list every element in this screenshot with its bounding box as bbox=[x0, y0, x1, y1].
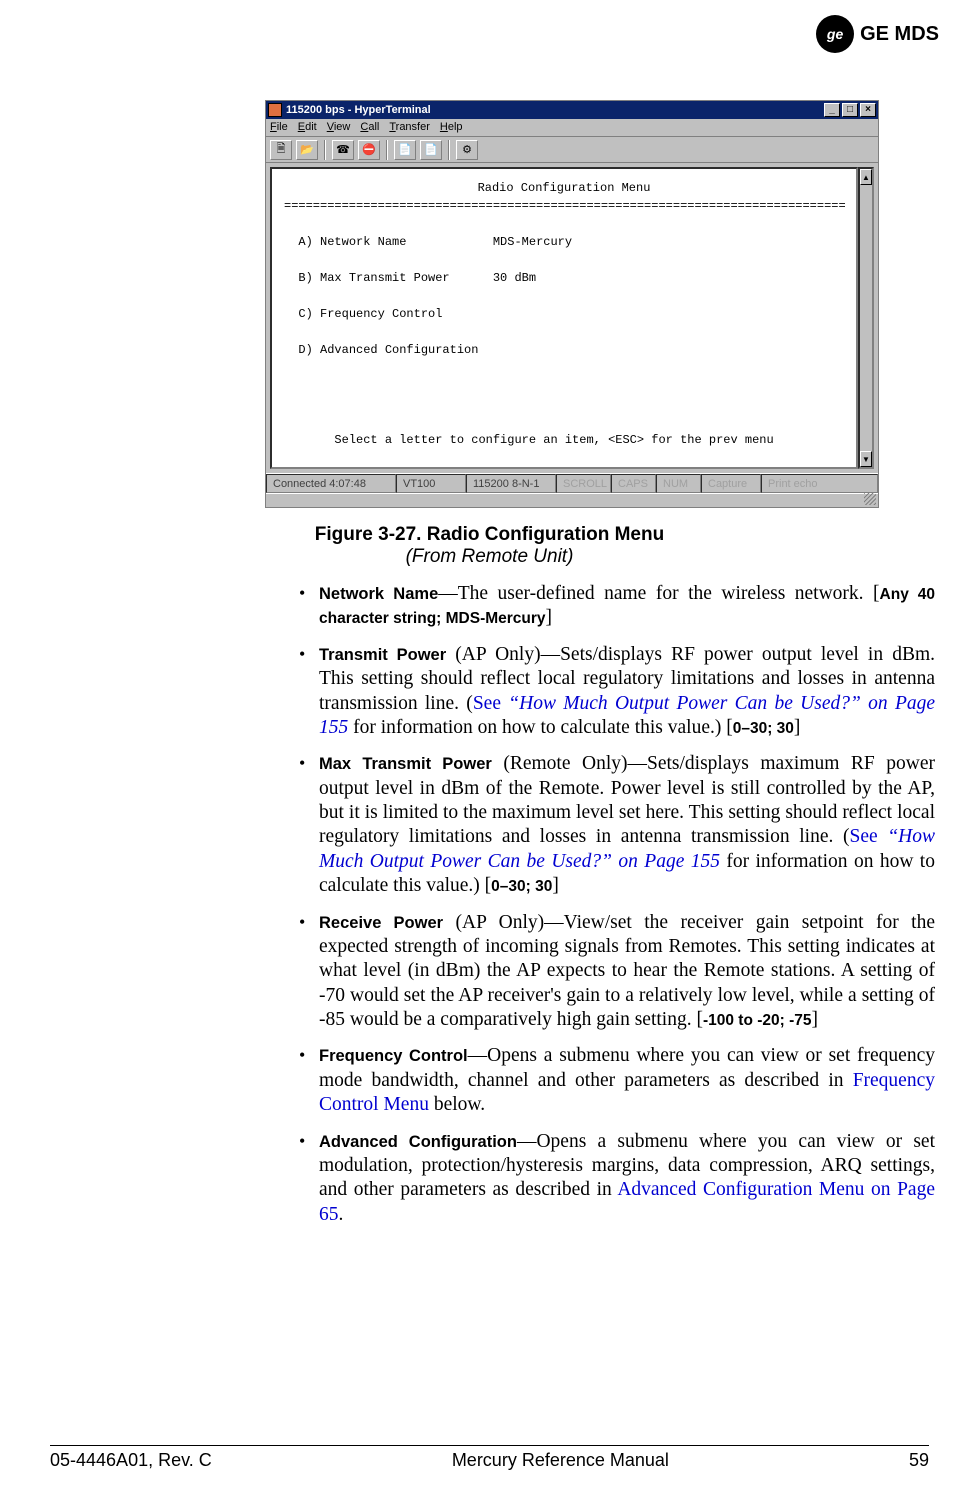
tool-connect-icon[interactable]: ☎ bbox=[332, 140, 354, 160]
tool-new-icon[interactable]: 🗎 bbox=[270, 140, 292, 160]
bullet-transmit-power: Transmit Power (AP Only)—Sets/displays R… bbox=[295, 643, 935, 741]
menubar[interactable]: File Edit View Call Transfer Help bbox=[266, 119, 878, 137]
menu-call[interactable]: Call bbox=[360, 121, 379, 134]
tool-disconnect-icon[interactable]: ⛔ bbox=[358, 140, 380, 160]
status-capture: Capture bbox=[701, 474, 761, 493]
status-port: 115200 8-N-1 bbox=[466, 474, 556, 493]
link-power-ref-2[interactable]: See bbox=[850, 826, 888, 847]
status-scroll: SCROLL bbox=[556, 474, 611, 493]
close-button[interactable]: × bbox=[860, 103, 876, 117]
page-footer: 05-4446A01, Rev. C Mercury Reference Man… bbox=[50, 1445, 929, 1471]
footer-doc-id: 05-4446A01, Rev. C bbox=[50, 1450, 212, 1471]
maximize-button[interactable]: □ bbox=[842, 103, 858, 117]
hyperterminal-window: 115200 bps - HyperTerminal _ □ × File Ed… bbox=[265, 100, 879, 508]
footer-title: Mercury Reference Manual bbox=[452, 1450, 669, 1471]
status-connected: Connected 4:07:48 bbox=[266, 474, 396, 493]
tool-open-icon[interactable]: 📂 bbox=[296, 140, 318, 160]
scroll-up-icon[interactable]: ▲ bbox=[860, 169, 872, 185]
minimize-button[interactable]: _ bbox=[824, 103, 840, 117]
figure-subtitle: (From Remote Unit) bbox=[50, 546, 929, 568]
menu-transfer[interactable]: Transfer bbox=[389, 121, 430, 134]
menu-file[interactable]: File bbox=[270, 121, 288, 134]
tool-props-icon[interactable]: ⚙ bbox=[456, 140, 478, 160]
footer-page-num: 59 bbox=[909, 1450, 929, 1471]
terminal-output[interactable]: Radio Configuration Menu================… bbox=[270, 167, 858, 469]
bullet-network-name: Network Name—The user-defined name for t… bbox=[295, 582, 935, 631]
tool-receive-icon[interactable]: 📄 bbox=[420, 140, 442, 160]
resize-grip[interactable] bbox=[266, 493, 878, 507]
bullet-receive-power: Receive Power (AP Only)—View/set the rec… bbox=[295, 911, 935, 1033]
menu-edit[interactable]: Edit bbox=[298, 121, 317, 134]
bullet-max-transmit-power: Max Transmit Power (Remote Only)—Sets/di… bbox=[295, 752, 935, 898]
link-power-ref-1[interactable]: See bbox=[473, 693, 508, 714]
figure-number: Figure 3-27. Radio Configuration Menu bbox=[50, 524, 929, 546]
titlebar[interactable]: 115200 bps - HyperTerminal _ □ × bbox=[266, 101, 878, 119]
window-title: 115200 bps - HyperTerminal bbox=[286, 104, 824, 116]
ge-meatball-icon: ge bbox=[816, 15, 854, 53]
status-caps: CAPS bbox=[611, 474, 656, 493]
menu-view[interactable]: View bbox=[327, 121, 351, 134]
status-echo: Print echo bbox=[761, 474, 878, 493]
brand-text: GE MDS bbox=[860, 23, 939, 46]
app-icon bbox=[268, 103, 282, 117]
statusbar: Connected 4:07:48 VT100 115200 8-N-1 SCR… bbox=[266, 473, 878, 493]
bullet-advanced-config: Advanced Configuration—Opens a submenu w… bbox=[295, 1130, 935, 1228]
scroll-down-icon[interactable]: ▼ bbox=[860, 451, 872, 467]
status-num: NUM bbox=[656, 474, 701, 493]
vertical-scrollbar[interactable]: ▲ ▼ bbox=[858, 167, 874, 469]
body-text: Network Name—The user-defined name for t… bbox=[295, 582, 935, 1227]
tool-send-icon[interactable]: 📄 bbox=[394, 140, 416, 160]
figure-caption: Figure 3-27. Radio Configuration Menu (F… bbox=[50, 524, 929, 568]
toolbar: 🗎 📂 ☎ ⛔ 📄 📄 ⚙ bbox=[266, 137, 878, 163]
brand-logo: ge GE MDS bbox=[816, 15, 939, 53]
status-emulation: VT100 bbox=[396, 474, 466, 493]
menu-help[interactable]: Help bbox=[440, 121, 463, 134]
bullet-frequency-control: Frequency Control—Opens a submenu where … bbox=[295, 1044, 935, 1117]
